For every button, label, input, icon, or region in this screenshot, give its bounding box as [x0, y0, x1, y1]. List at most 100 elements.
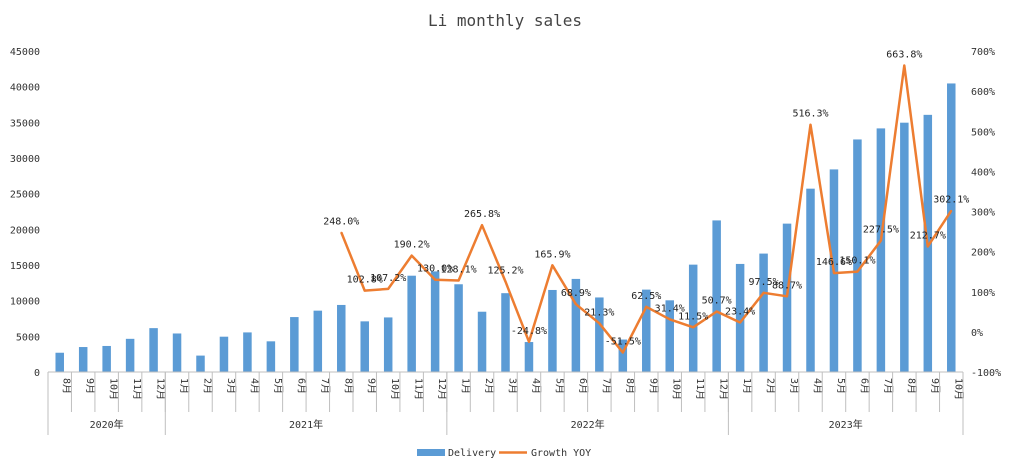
growth-data-label: 146.6%	[816, 257, 852, 268]
y-right-tick-label: 400%	[971, 167, 995, 178]
growth-data-label: 97.5%	[749, 277, 779, 288]
growth-data-label: 23.4%	[725, 306, 755, 317]
x-tick-label: 1月	[741, 378, 753, 394]
bar-delivery	[102, 345, 111, 372]
growth-data-label: 302.1%	[933, 195, 969, 206]
bar-delivery	[571, 278, 581, 372]
x-tick-label: 11月	[413, 378, 425, 400]
growth-data-label: -51.5%	[605, 337, 641, 348]
bar-delivery	[735, 263, 745, 372]
x-tick-label: 5月	[553, 378, 565, 394]
y-left-tick-label: 20000	[10, 225, 40, 236]
bar-delivery	[665, 300, 674, 372]
bar-delivery	[219, 336, 229, 372]
x-tick-label: 9月	[366, 378, 378, 394]
y-left-tick-label: 5000	[16, 332, 40, 343]
growth-data-label: 265.8%	[464, 209, 500, 220]
bar-delivery	[900, 122, 909, 372]
growth-point	[575, 303, 577, 306]
growth-data-label: 102.8%	[347, 275, 383, 286]
x-tick-label: 3月	[225, 378, 237, 394]
growth-point	[715, 310, 718, 313]
legend-label-growth[interactable]: Growth YOY	[531, 448, 591, 459]
growth-point	[457, 279, 460, 282]
growth-data-label: 31.4%	[655, 303, 685, 314]
growth-point	[340, 231, 343, 234]
x-tick-label: 4月	[530, 378, 542, 394]
x-tick-label: 10月	[671, 378, 683, 400]
legend-swatch-delivery	[417, 449, 445, 456]
growth-data-label: 516.3%	[792, 109, 828, 120]
growth-point	[598, 322, 601, 325]
growth-point	[387, 288, 389, 290]
bar-delivery	[55, 352, 64, 372]
x-tick-label: 3月	[788, 378, 800, 394]
x-axis: 8月 9月 10月 11月 12月 1月 2月 3月 4月 5月 6月 7月 8月 9月 10月 11月 12月…	[47, 371, 964, 435]
bar-delivery	[642, 289, 651, 372]
y-right-tick-label: -100%	[971, 368, 1001, 379]
bar-delivery	[196, 355, 205, 372]
x-tick-label: 5月	[835, 378, 847, 394]
legend-label-delivery[interactable]: Delivery	[448, 448, 496, 459]
delivery-series	[55, 83, 956, 373]
x-tick-label: 4月	[812, 378, 824, 394]
y-right-tick-label: 500%	[971, 127, 995, 138]
growth-point	[551, 264, 554, 267]
x-tick-label: 1月	[178, 378, 190, 394]
x-tick-label: 7月	[882, 378, 894, 394]
bar-delivery	[595, 297, 604, 372]
x-tick-label: 5月	[272, 378, 284, 394]
bar-delivery	[618, 339, 628, 372]
bar-delivery	[501, 293, 510, 372]
growth-point	[809, 123, 812, 126]
bar-delivery	[947, 83, 956, 372]
bar-delivery	[524, 342, 534, 372]
growth-point	[786, 295, 788, 298]
growth-point	[833, 272, 835, 274]
bar-delivery	[477, 311, 487, 372]
year-label: 2020年	[90, 418, 124, 431]
chart-title: Li monthly sales	[428, 11, 582, 30]
x-tick-label: 8月	[624, 378, 636, 394]
x-tick-label: 8月	[61, 378, 73, 394]
x-tick-label: 9月	[647, 378, 659, 394]
bar-delivery	[759, 253, 768, 372]
growth-series: 248.0% 102.8%107.2% 190.2% 130.0%128.1% 265.…	[323, 50, 969, 354]
bar-delivery	[313, 310, 323, 372]
x-tick-label: 10月	[389, 378, 401, 400]
growth-point	[504, 280, 507, 283]
bar-delivery	[782, 223, 792, 372]
y-left-tick-label: 45000	[10, 47, 40, 58]
legend[interactable]: Delivery Growth YOY	[417, 448, 591, 459]
x-tick-label: 10月	[952, 378, 964, 400]
y-left-tick-label: 40000	[10, 83, 40, 94]
growth-data-label: 165.9%	[534, 249, 570, 260]
left-axis: 0 5000 10000 15000 20000 25000 30000 35000 40000…	[10, 47, 40, 379]
x-tick-label: 11月	[694, 378, 706, 400]
growth-data-label: 68.9%	[561, 288, 591, 299]
y-left-tick-label: 10000	[10, 297, 40, 308]
bar-delivery	[688, 264, 698, 372]
growth-data-label: 107.2%	[370, 273, 406, 284]
x-tick-label: 4月	[248, 378, 260, 394]
bar-delivery	[243, 332, 252, 372]
bar-delivery	[125, 338, 135, 372]
x-tick-label: 1月	[460, 378, 472, 394]
bar-delivery	[806, 188, 815, 372]
bar-delivery	[876, 128, 886, 372]
bar-delivery	[266, 341, 276, 372]
growth-point	[410, 254, 413, 257]
x-tick-label: 7月	[319, 378, 331, 394]
y-right-tick-label: 0%	[971, 328, 983, 339]
growth-point	[739, 321, 741, 324]
growth-point	[950, 209, 953, 212]
x-tick-label: 7月	[600, 378, 612, 394]
growth-data-label: 21.3%	[584, 307, 614, 318]
y-right-tick-label: 300%	[971, 208, 995, 219]
growth-data-label: 130.0%	[417, 264, 453, 275]
bar-delivery	[454, 284, 463, 372]
growth-data-label: 248.0%	[323, 216, 359, 227]
y-left-tick-label: 0	[34, 368, 40, 379]
bar-delivery	[853, 139, 862, 372]
right-axis: -100% 0% 100% 200% 300% 400% 500% 600% 700%	[971, 47, 1001, 379]
